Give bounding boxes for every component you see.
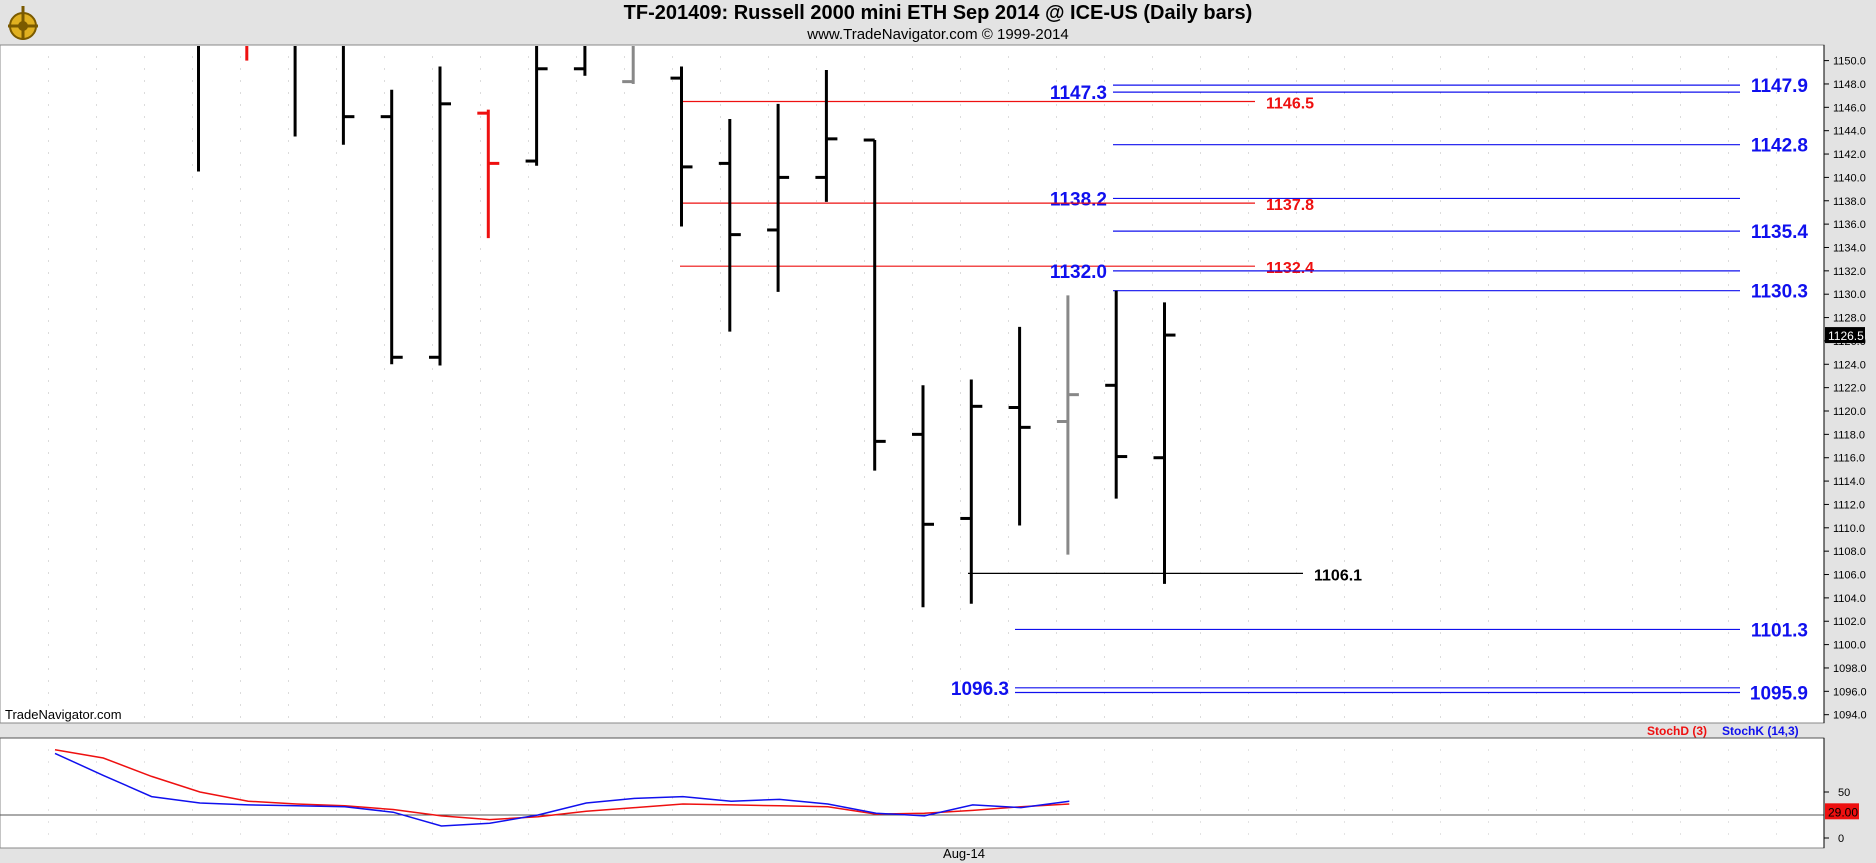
stoch-grid: [48, 749, 1777, 835]
stoch-last-tag: [1825, 803, 1859, 820]
price-tick-label: 1118.0: [1833, 429, 1865, 441]
level-label-1132.0: 1132.0: [1050, 262, 1107, 283]
stoch-axis: 0 50 29.00: [1823, 738, 1859, 848]
price-tick-label: 1130.0: [1833, 289, 1866, 301]
price-axis: 1094.0 1096.0 1098.0 1100.0 1102.0 1104.0 1106…: [1823, 45, 1867, 723]
last-price-label: 1126.5: [1828, 329, 1864, 343]
chart-subtitle: www.TradeNavigator.com © 1999-2014: [807, 26, 1069, 43]
stoch-panel: [0, 737, 1825, 849]
level-label-1147.3: 1147.3: [1050, 83, 1107, 104]
legend-stochd: StochD (3): [1647, 724, 1707, 738]
price-tick-label: 1142.0: [1833, 149, 1866, 161]
ohlc-bar-15: [863, 138, 886, 471]
price-tick-label: 1148.0: [1833, 79, 1866, 91]
price-tick-label: 1122.0: [1833, 383, 1866, 395]
last-price-tag: [1825, 327, 1865, 344]
price-tick-label: 1140.0: [1833, 172, 1866, 184]
level-label-1135.4: 1135.4: [1751, 222, 1808, 243]
level-label-1138.2: 1138.2: [1050, 189, 1107, 210]
stoch-tick-label: 50: [1838, 787, 1850, 799]
stoch-last-label: 29.00: [1828, 805, 1858, 819]
price-tick-label: 1104.0: [1833, 593, 1866, 605]
price-tick-label: 1146.0: [1833, 102, 1866, 114]
watermark: TradeNavigator.com: [5, 707, 122, 722]
level-label-1096.3: 1096.3: [951, 679, 1009, 700]
ohlc-bar-11: [670, 66, 693, 227]
price-tick-label: 1094.0: [1833, 710, 1867, 722]
level-label-1095.9: 1095.9: [1750, 683, 1808, 704]
price-tick-label: 1150.0: [1833, 56, 1866, 68]
price-tick-label: 1128.0: [1833, 313, 1866, 325]
ohlc-bar-10: [622, 46, 635, 84]
price-tick-label: 1110.0: [1833, 523, 1865, 535]
ohlc-bar-5: [380, 89, 403, 365]
x-axis-label: Aug-14: [943, 846, 985, 861]
price-tick-label: 1144.0: [1833, 126, 1866, 138]
stoch-lines: [54, 748, 1070, 827]
level-label-1137.8: 1137.8: [1266, 197, 1314, 214]
ohlc-bar-9: [573, 46, 587, 76]
price-tick-label: 1124.0: [1833, 359, 1866, 371]
ohlc-bar-8: [525, 46, 548, 166]
stoch-tick-label: 0: [1838, 833, 1844, 845]
ohlc-bar-17: [960, 379, 983, 604]
level-label-1101.3: 1101.3: [1751, 620, 1808, 641]
ohlc-bar-20: [1105, 290, 1128, 499]
ohlc-bar-18: [1008, 326, 1031, 526]
ohlc-bar-12: [718, 119, 741, 332]
stoch-grid-dots: [48, 749, 1777, 835]
price-tick-label: 1096.0: [1833, 686, 1867, 698]
price-panel: [0, 44, 1825, 724]
price-tick-label: 1106.0: [1833, 570, 1866, 582]
price-levels: 1147.9 1147.3 1146.5 1142.8 1138.2 1137.8 1135…: [680, 76, 1808, 704]
price-tick-label: 1138.0: [1833, 196, 1866, 208]
ohlc-bar-6: [429, 66, 451, 366]
price-tick-label: 1100.0: [1833, 640, 1866, 652]
level-label-1142.8: 1142.8: [1751, 136, 1808, 157]
ohlc-bar-14: [815, 69, 838, 202]
legend-stochk: StochK (14,3): [1722, 724, 1799, 738]
ohlc-bar-4: [341, 46, 355, 145]
grid-dots: [48, 56, 1777, 718]
price-tick-label: 1132.0: [1833, 266, 1866, 278]
price-grid: [48, 56, 1777, 718]
price-tick-label: 1134.0: [1833, 242, 1866, 254]
level-label-1147.9: 1147.9: [1751, 76, 1808, 97]
ohlc-bars: [197, 46, 1176, 608]
series-stochk: [54, 752, 1070, 827]
ohlc-bar-16: [912, 385, 934, 608]
ohlc-bar-7: [477, 109, 500, 239]
price-tick-label: 1108.0: [1833, 546, 1866, 558]
price-tick-label: 1102.0: [1833, 616, 1866, 628]
price-tick-label: 1114.0: [1833, 476, 1865, 488]
price-tick-label: 1120.0: [1833, 406, 1866, 418]
level-label-1130.3: 1130.3: [1751, 282, 1808, 303]
ohlc-bar-13: [767, 103, 790, 292]
level-label-1106.1: 1106.1: [1314, 567, 1362, 584]
level-label-1132.4: 1132.4: [1266, 260, 1314, 277]
price-tick-label: 1116.0: [1833, 453, 1865, 465]
price-tick-label: 1136.0: [1833, 219, 1866, 231]
tradenavigator-logo-icon: [8, 6, 38, 40]
ohlc-bar-19: [1056, 295, 1079, 555]
level-label-1146.5: 1146.5: [1266, 95, 1314, 112]
series-stochd: [54, 748, 1070, 821]
price-tick-label: 1112.0: [1833, 499, 1865, 511]
chart-title: TF-201409: Russell 2000 mini ETH Sep 201…: [623, 2, 1253, 24]
price-tick-label: 1098.0: [1833, 663, 1867, 675]
ohlc-bar-21: [1153, 302, 1176, 584]
